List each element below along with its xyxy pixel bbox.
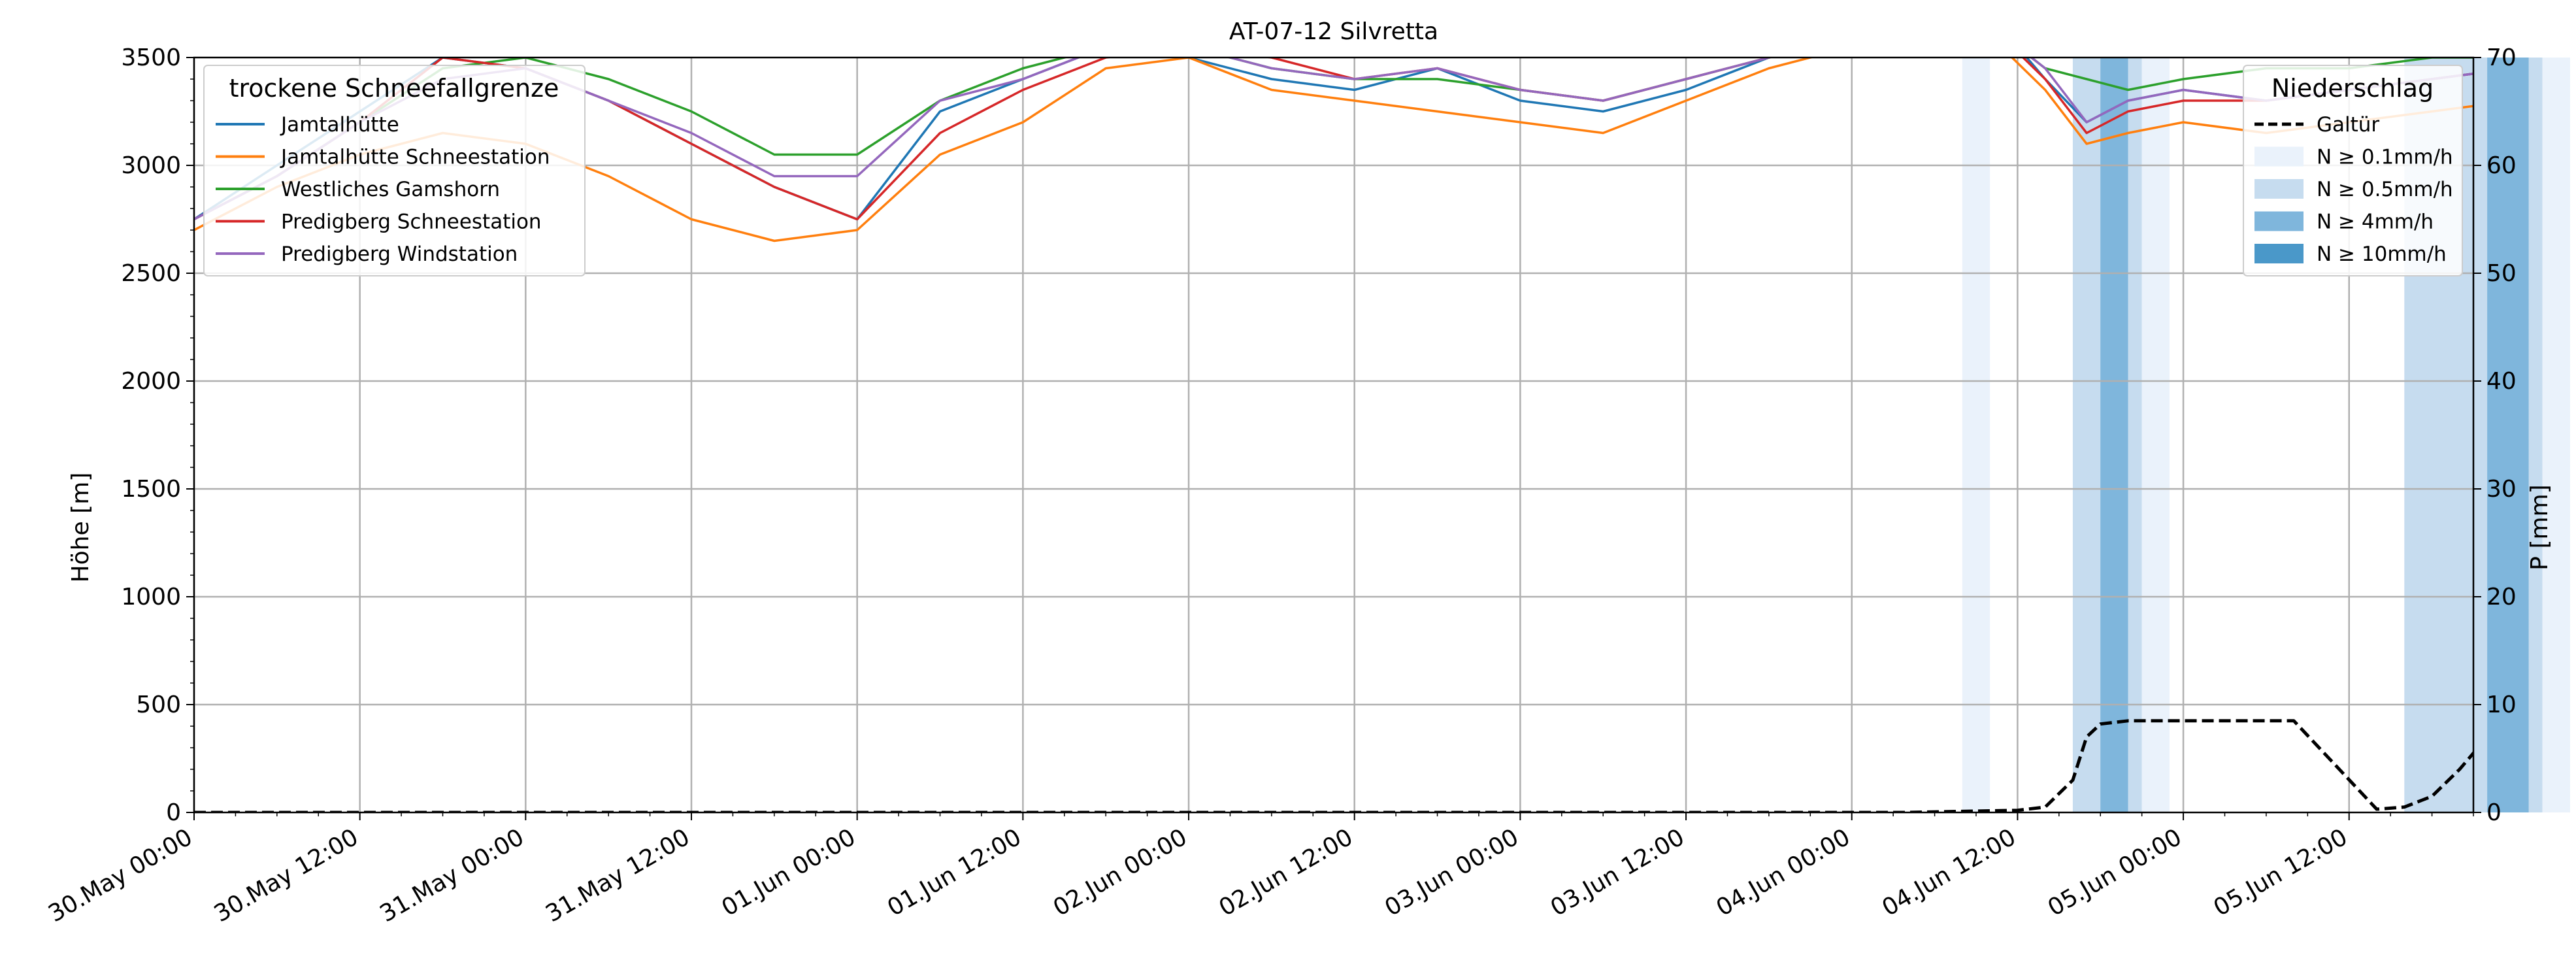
y-tick-label-right: 40 [2486, 368, 2517, 395]
legend-precip: Niederschlag Galtür N ≥ 0.1mm/h N ≥ 0.5mm/h… [2243, 65, 2463, 276]
precip-span [1962, 58, 1990, 812]
legend-swatch [2254, 179, 2304, 199]
legend-snowline: trockene Schneefallgrenze Jamtalhütte Jamt… [203, 65, 586, 276]
y-tick-label-right: 70 [2486, 44, 2517, 71]
series-line [194, 58, 2473, 242]
chart-title: AT-07-12 Silvretta [1229, 18, 1438, 45]
legend-entry: N ≥ 10mm/h [2317, 242, 2447, 266]
legend-box [203, 65, 586, 276]
y-tick-label-left: 3000 [121, 152, 181, 179]
y-tick-label-left: 1000 [121, 584, 181, 610]
y-tick-label-left: 1500 [121, 476, 181, 503]
precip-span [2542, 58, 2570, 812]
y-tick-label-right: 10 [2486, 692, 2517, 718]
legend-entry: N ≥ 0.5mm/h [2317, 178, 2453, 201]
series-lines [194, 58, 2473, 812]
y-tick-label-left: 3500 [121, 44, 181, 71]
precip-span [2100, 58, 2128, 812]
legend-swatch [2254, 211, 2304, 231]
y-tick-label-right: 50 [2486, 260, 2517, 287]
precip-span [2141, 58, 2170, 812]
legend-entry: Galtür [2317, 113, 2379, 137]
precip-span [2487, 58, 2529, 812]
legend-entry: Predigberg Windstation [281, 242, 518, 266]
legend-swatch [2254, 244, 2304, 263]
y-tick-label-left: 500 [136, 692, 181, 718]
legend-entry: N ≥ 0.1mm/h [2317, 146, 2453, 169]
legend-swatch [2254, 146, 2304, 167]
legend-entry: Jamtalhütte Schneestation [280, 146, 550, 169]
y-tick-label-left: 0 [166, 799, 181, 826]
y-tick-label-left: 2000 [121, 368, 181, 395]
y-tick-label-left: 2500 [121, 260, 181, 287]
y-axis-label-left: Höhe [m] [67, 473, 94, 583]
plot-frame [193, 56, 2475, 814]
legend-entry: N ≥ 4mm/h [2317, 210, 2434, 234]
y-tick-label-right: 30 [2486, 476, 2517, 503]
legend-entry: Jamtalhütte [280, 113, 399, 137]
legend-entry: Westliches Gamshorn [281, 178, 500, 201]
y-tick-label-right: 60 [2486, 152, 2517, 179]
legend-title: Niederschlag [2271, 74, 2434, 103]
legend-title: trockene Schneefallgrenze [229, 74, 559, 103]
y-tick-label-right: 20 [2486, 584, 2517, 610]
y-axis-label-right: P [mm] [2526, 484, 2553, 570]
y-tick-label-right: 0 [2486, 799, 2502, 826]
legend-entry: Predigberg Schneestation [281, 210, 542, 234]
